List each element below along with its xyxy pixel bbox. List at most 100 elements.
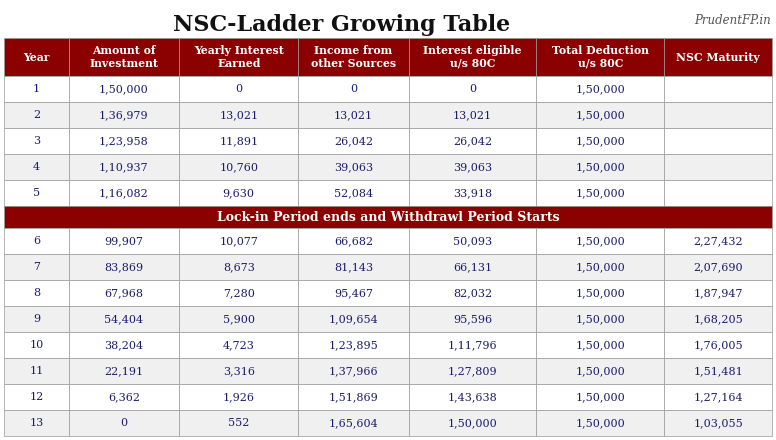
Bar [536, 332, 664, 358]
Bar [298, 254, 409, 280]
Bar [69, 306, 179, 332]
Bar [4, 254, 69, 280]
Bar [69, 332, 179, 358]
Text: 38,204: 38,204 [105, 340, 144, 350]
Text: 1: 1 [33, 84, 40, 94]
Bar [4, 76, 69, 102]
Text: 0: 0 [350, 84, 357, 94]
Bar [298, 102, 409, 128]
Text: 11: 11 [29, 366, 43, 376]
Bar [179, 76, 298, 102]
Bar [664, 254, 772, 280]
Bar [69, 384, 179, 410]
Text: 5: 5 [33, 188, 40, 198]
Bar [536, 254, 664, 280]
Text: 1,926: 1,926 [223, 392, 255, 402]
Text: 1,37,966: 1,37,966 [329, 366, 378, 376]
Text: 552: 552 [228, 418, 249, 428]
Text: 0: 0 [120, 418, 127, 428]
Text: 67,968: 67,968 [105, 288, 144, 298]
Bar [179, 154, 298, 180]
Text: 10,077: 10,077 [220, 236, 258, 246]
Text: 1,43,638: 1,43,638 [448, 392, 497, 402]
Text: Amount of
Investment: Amount of Investment [89, 45, 158, 69]
Bar [179, 228, 298, 254]
Bar [298, 358, 409, 384]
Text: 66,682: 66,682 [334, 236, 373, 246]
Bar [69, 228, 179, 254]
Text: 0: 0 [469, 84, 476, 94]
Text: 12: 12 [29, 392, 43, 402]
Bar [536, 384, 664, 410]
Text: Income from
other Sources: Income from other Sources [311, 45, 396, 69]
Text: 1,50,000: 1,50,000 [575, 366, 625, 376]
Bar [4, 410, 69, 436]
Text: 4: 4 [33, 162, 40, 172]
Bar [4, 358, 69, 384]
Bar [409, 154, 536, 180]
Text: 83,869: 83,869 [105, 262, 144, 272]
Text: 13,021: 13,021 [334, 110, 373, 120]
Bar [409, 76, 536, 102]
Bar [4, 280, 69, 306]
Text: 95,467: 95,467 [334, 288, 373, 298]
Bar [536, 102, 664, 128]
Text: 1,50,000: 1,50,000 [575, 262, 625, 272]
Bar [409, 358, 536, 384]
Bar [409, 180, 536, 206]
Bar [536, 358, 664, 384]
Bar [664, 38, 772, 76]
Text: 22,191: 22,191 [105, 366, 144, 376]
Bar [179, 384, 298, 410]
Text: 1,03,055: 1,03,055 [693, 418, 743, 428]
Bar [179, 254, 298, 280]
Text: 13: 13 [29, 418, 43, 428]
Bar [298, 306, 409, 332]
Bar [536, 154, 664, 180]
Bar [298, 128, 409, 154]
Text: 6: 6 [33, 236, 40, 246]
Text: 1,27,809: 1,27,809 [448, 366, 497, 376]
Bar [536, 38, 664, 76]
Text: 2: 2 [33, 110, 40, 120]
Text: 1,50,000: 1,50,000 [575, 288, 625, 298]
Bar [4, 228, 69, 254]
Text: 4,723: 4,723 [223, 340, 255, 350]
Bar [4, 332, 69, 358]
Text: 3: 3 [33, 136, 40, 146]
Bar [298, 228, 409, 254]
Text: 1,23,895: 1,23,895 [328, 340, 379, 350]
Bar [664, 128, 772, 154]
Bar [4, 306, 69, 332]
Text: 10: 10 [29, 340, 43, 350]
Text: 1,68,205: 1,68,205 [693, 314, 743, 324]
Bar [536, 410, 664, 436]
Text: 66,131: 66,131 [453, 262, 492, 272]
Text: 11,891: 11,891 [219, 136, 258, 146]
Bar [69, 280, 179, 306]
Bar [409, 306, 536, 332]
Bar [664, 180, 772, 206]
Bar [536, 280, 664, 306]
Text: Interest eligible
u/s 80C: Interest eligible u/s 80C [424, 45, 521, 69]
Bar [409, 228, 536, 254]
Bar [664, 410, 772, 436]
Text: 95,596: 95,596 [453, 314, 492, 324]
Text: 54,404: 54,404 [105, 314, 144, 324]
Bar [69, 76, 179, 102]
Bar [69, 38, 179, 76]
Text: 1,50,000: 1,50,000 [575, 418, 625, 428]
Bar [409, 332, 536, 358]
Bar [69, 154, 179, 180]
Text: 81,143: 81,143 [334, 262, 373, 272]
Text: 7: 7 [33, 262, 40, 272]
Text: 99,907: 99,907 [105, 236, 144, 246]
Text: 5,900: 5,900 [223, 314, 255, 324]
Text: 26,042: 26,042 [453, 136, 492, 146]
Bar [179, 306, 298, 332]
Bar [664, 102, 772, 128]
Text: 8: 8 [33, 288, 40, 298]
Text: 1,50,000: 1,50,000 [575, 340, 625, 350]
Text: 13,021: 13,021 [219, 110, 258, 120]
Bar [4, 180, 69, 206]
